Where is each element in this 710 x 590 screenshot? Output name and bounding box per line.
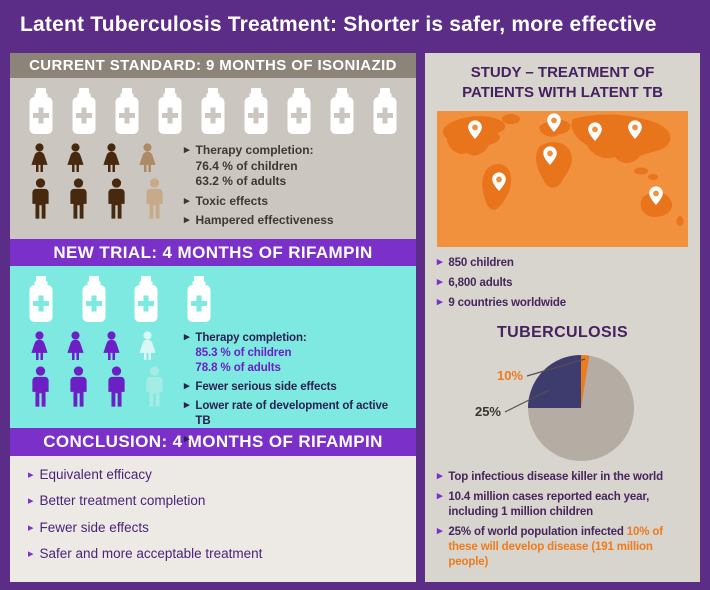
child-icon [26, 331, 53, 360]
pill-bottle-icon [28, 276, 54, 322]
list-item: Top infectious disease killer in the wor… [437, 470, 688, 485]
list-item: 10.4 million cases reported each year, i… [437, 490, 688, 520]
list-item: Lower rate of development of active TB [184, 399, 404, 429]
list-item: Fewer side effects [28, 519, 398, 537]
rifampin-bottle-row [22, 276, 218, 322]
standard-bullet-list: Therapy completion: 76.4 % of children 6… [180, 143, 404, 233]
tb-pie-chart: 10% 25% [474, 354, 634, 461]
leader-line-10 [526, 358, 585, 377]
pill-bottle-icon [28, 88, 54, 134]
bullet-arrow-icon [184, 213, 196, 229]
adult-icon [140, 366, 169, 407]
pie-label-25: 25% [474, 404, 500, 419]
list-item: 6,800 adults [437, 276, 688, 291]
bullet-arrow-icon [28, 519, 40, 537]
pill-bottle-icon [286, 88, 312, 134]
bullet-arrow-icon [184, 194, 196, 210]
study-bullet-list: 850 children 6,800 adults 9 countries wo… [437, 256, 688, 316]
list-item: 850 children [437, 256, 688, 271]
bullet-arrow-icon [184, 331, 195, 376]
bullet-arrow-icon [437, 296, 448, 311]
child-icon [134, 143, 161, 172]
bullet-arrow-icon [28, 545, 40, 563]
list-item: 25% of world population infected 10% of … [437, 525, 688, 570]
pie-slice-25 [527, 354, 581, 408]
list-item: Equivalent efficacy [28, 466, 398, 484]
child-icon [62, 331, 89, 360]
pill-bottle-icon [133, 276, 159, 322]
therapy-completion-label: Therapy completion: [195, 142, 314, 157]
section-current-standard: Therapy completion: 76.4 % of children 6… [10, 77, 416, 239]
bullet-arrow-icon [184, 380, 195, 395]
adult-icon [102, 366, 131, 407]
adult-icon [64, 178, 93, 219]
pill-bottle-icon [157, 88, 183, 134]
patient-figures [22, 143, 180, 233]
bullet-arrow-icon [184, 143, 196, 190]
list-item: Toxic effects [184, 194, 404, 210]
pie-label-10: 10% [496, 368, 522, 383]
adult-icon [102, 178, 131, 219]
section-new-trial: Therapy completion: 85.3 % of children 7… [10, 266, 416, 446]
adults-completion-value: 63.2 % of adults [195, 174, 287, 189]
bullet-arrow-icon [437, 256, 448, 271]
pill-bottle-icon [200, 88, 226, 134]
pie-slice-10 [580, 354, 589, 408]
bullet-arrow-icon [437, 470, 448, 485]
pill-bottle-icon [71, 88, 97, 134]
adult-icon [26, 178, 55, 219]
adult-icon [26, 366, 55, 407]
adult-icon [140, 178, 169, 219]
pill-bottle-icon [329, 88, 355, 134]
pill-bottle-icon [372, 88, 398, 134]
study-title: STUDY – TREATMENT OF PATIENTS WITH LATEN… [462, 64, 663, 101]
right-column: STUDY – TREATMENT OF PATIENTS WITH LATEN… [425, 53, 700, 582]
bullet-arrow-icon [437, 525, 448, 570]
children-completion-value: 85.3 % of children [195, 347, 292, 360]
bullet-arrow-icon [184, 399, 195, 429]
page-title: Latent Tuberculosis Treatment: Shorter i… [20, 13, 657, 36]
pill-bottle-icon [243, 88, 269, 134]
bullet-arrow-icon [437, 490, 448, 520]
child-icon [134, 331, 161, 360]
section-conclusion: Equivalent efficacy Better treatment com… [10, 455, 416, 583]
section-header-new-trial: NEW TRIAL: 4 MONTHS OF RIFAMPIN [10, 238, 416, 267]
pill-bottle-icon [186, 276, 212, 322]
header-bar: Latent Tuberculosis Treatment: Shorter i… [0, 0, 710, 50]
child-icon [26, 143, 53, 172]
list-item: 9 countries worldwide [437, 296, 688, 311]
tb-bullet-list: Top infectious disease killer in the wor… [437, 470, 688, 575]
child-icon [62, 143, 89, 172]
children-completion-value: 76.4 % of children [195, 158, 298, 173]
leader-line-25 [504, 389, 549, 413]
study-map-panel [437, 111, 688, 247]
therapy-completion-label: Therapy completion: [195, 332, 307, 345]
list-item: Therapy completion: 76.4 % of children 6… [184, 143, 404, 190]
list-item: Therapy completion: 85.3 % of children 7… [184, 331, 404, 376]
tuberculosis-title: TUBERCULOSIS [496, 323, 629, 341]
isoniazid-bottle-row [22, 88, 404, 134]
adult-icon [64, 366, 93, 407]
child-icon [98, 143, 125, 172]
list-item: Safer and more acceptable treatment [28, 545, 398, 563]
list-item: Better treatment completion [28, 492, 398, 510]
child-icon [98, 331, 125, 360]
world-map [437, 111, 688, 247]
pill-bottle-icon [81, 276, 107, 322]
tb-disease-text: 10% of these will develop disease (191 m… [448, 525, 663, 568]
bullet-arrow-icon [28, 492, 40, 510]
list-item: Fewer serious side effects [184, 380, 404, 395]
bullet-arrow-icon [28, 466, 40, 484]
section-header-current-standard: CURRENT STANDARD: 9 MONTHS OF ISONIAZID [10, 53, 416, 78]
left-column: CURRENT STANDARD: 9 MONTHS OF ISONIAZID [10, 53, 416, 583]
adults-completion-value: 78.8 % of adults [195, 362, 281, 375]
infographic-body: CURRENT STANDARD: 9 MONTHS OF ISONIAZID [0, 50, 710, 583]
pill-bottle-icon [114, 88, 140, 134]
bullet-arrow-icon [437, 276, 448, 291]
section-header-conclusion: CONCLUSION: 4 MONTHS OF RIFAMPIN [10, 428, 416, 456]
tb-infected-text: 25% of world population infected [448, 525, 624, 538]
list-item: Hampered effectiveness [184, 213, 404, 229]
